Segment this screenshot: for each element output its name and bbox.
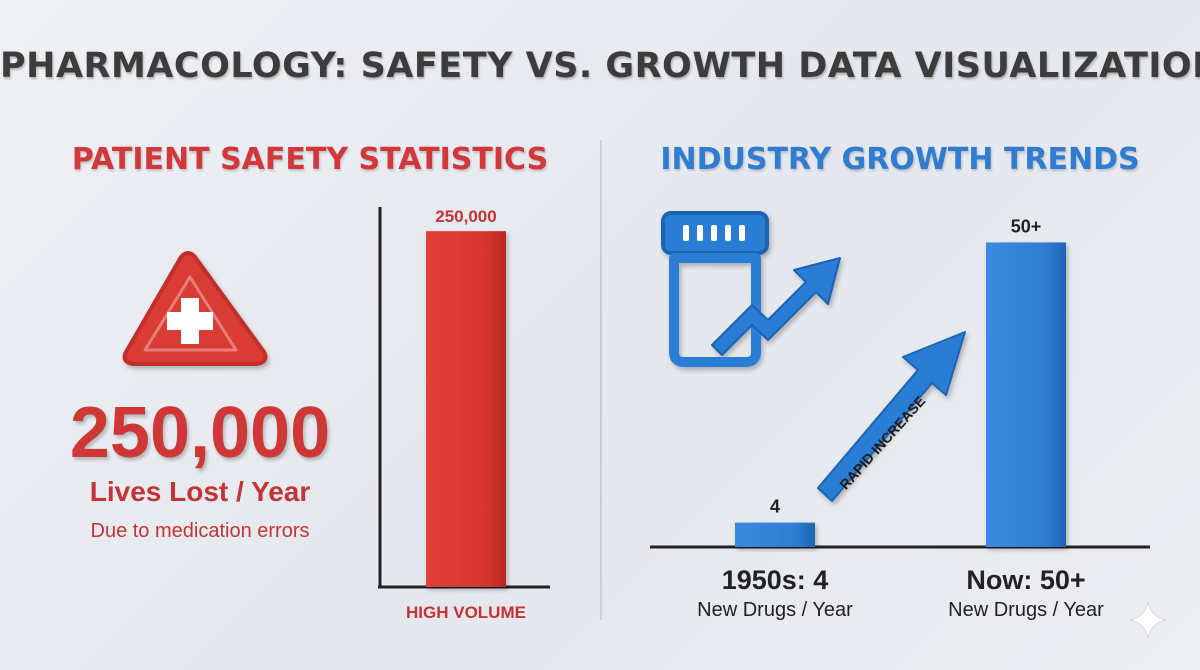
rapid-increase-label: RAPID INCREASE bbox=[836, 393, 928, 493]
lives-lost-label: Lives Lost / Year bbox=[89, 476, 311, 507]
caption-1950s-sub: New Drugs / Year bbox=[697, 599, 853, 621]
section-divider bbox=[600, 140, 602, 620]
safety-bar bbox=[426, 231, 506, 587]
caption-now-sub: New Drugs / Year bbox=[948, 599, 1104, 621]
warning-medical-cross-icon bbox=[122, 251, 268, 366]
growth-bar-value-label: 50+ bbox=[1011, 216, 1042, 236]
lives-lost-number: 250,000 bbox=[69, 393, 331, 473]
growth-bar-value-label: 4 bbox=[770, 497, 780, 517]
pill-bottle-trend-up-icon bbox=[661, 211, 841, 367]
rapid-increase-arrow bbox=[817, 331, 966, 502]
sparkle-icon bbox=[1129, 601, 1167, 639]
safety-section-title: PATIENT SAFETY STATISTICS bbox=[71, 142, 549, 177]
safety-bar-value-label: 250,000 bbox=[435, 207, 496, 226]
caption-now-year: Now: 50+ bbox=[966, 565, 1086, 595]
growth-bar-1950s bbox=[735, 522, 815, 547]
safety-bar-category-label: HIGH VOLUME bbox=[406, 603, 526, 622]
growth-bar-now bbox=[986, 242, 1066, 548]
growth-section-title: INDUSTRY GROWTH TRENDS bbox=[660, 142, 1140, 177]
lives-lost-note: Due to medication errors bbox=[90, 520, 310, 542]
page-title: PHARMACOLOGY: SAFETY VS. GROWTH DATA VIS… bbox=[0, 46, 1200, 86]
caption-1950s-year: 1950s: 4 bbox=[721, 565, 829, 595]
